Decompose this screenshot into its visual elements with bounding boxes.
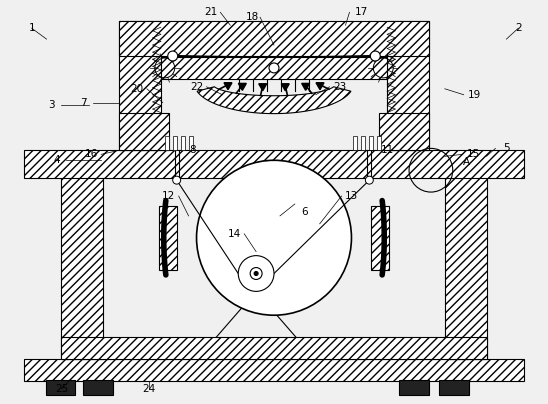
Text: 22: 22 — [190, 82, 203, 92]
Bar — [439, 380, 469, 395]
Bar — [173, 137, 176, 150]
Bar — [119, 21, 161, 150]
Bar — [399, 380, 429, 395]
Bar — [189, 137, 192, 150]
Text: 23: 23 — [333, 82, 346, 92]
Polygon shape — [269, 56, 379, 57]
Bar — [372, 206, 389, 269]
Polygon shape — [197, 87, 351, 114]
Bar — [45, 380, 76, 395]
Bar — [24, 359, 524, 381]
Bar — [61, 175, 103, 359]
Polygon shape — [302, 83, 310, 90]
Bar — [377, 137, 381, 150]
Text: 6: 6 — [301, 207, 308, 217]
Text: 19: 19 — [468, 90, 481, 100]
Text: 20: 20 — [130, 84, 144, 94]
Text: 4: 4 — [53, 155, 60, 165]
Polygon shape — [169, 56, 279, 57]
Text: 13: 13 — [345, 191, 358, 201]
Bar — [445, 175, 487, 359]
Polygon shape — [224, 83, 232, 90]
Bar — [387, 21, 429, 150]
Bar — [181, 137, 185, 150]
Bar — [119, 21, 429, 56]
Bar — [165, 137, 169, 150]
Bar — [61, 337, 487, 359]
Circle shape — [269, 63, 279, 73]
Text: 2: 2 — [515, 23, 522, 33]
Polygon shape — [316, 83, 324, 90]
Text: 24: 24 — [142, 384, 156, 394]
Circle shape — [173, 176, 181, 184]
Circle shape — [254, 271, 258, 276]
Text: 14: 14 — [227, 229, 241, 239]
Circle shape — [197, 160, 351, 315]
Text: 15: 15 — [467, 149, 480, 159]
Polygon shape — [259, 84, 267, 91]
Text: 7: 7 — [80, 98, 87, 108]
Text: 21: 21 — [204, 7, 217, 17]
Bar — [159, 206, 176, 269]
Text: 11: 11 — [381, 145, 394, 156]
Text: A: A — [463, 157, 470, 167]
Text: 16: 16 — [84, 149, 98, 159]
Text: 18: 18 — [246, 12, 259, 22]
Bar — [24, 150, 524, 178]
Bar — [161, 57, 387, 79]
Text: 12: 12 — [162, 191, 175, 201]
Text: 1: 1 — [28, 23, 35, 33]
Circle shape — [370, 51, 380, 61]
Polygon shape — [238, 83, 246, 90]
Bar — [361, 137, 366, 150]
Polygon shape — [281, 84, 289, 91]
Circle shape — [366, 176, 373, 184]
Bar — [369, 137, 373, 150]
Text: 5: 5 — [503, 143, 510, 154]
Bar — [353, 137, 357, 150]
Text: 8: 8 — [189, 145, 196, 156]
Circle shape — [168, 51, 178, 61]
Bar — [83, 380, 113, 395]
Circle shape — [250, 267, 262, 280]
Bar — [119, 113, 169, 150]
Circle shape — [238, 256, 274, 291]
Text: 3: 3 — [48, 100, 55, 109]
Text: 25: 25 — [55, 384, 68, 394]
Text: 17: 17 — [355, 7, 368, 17]
Bar — [379, 113, 429, 150]
